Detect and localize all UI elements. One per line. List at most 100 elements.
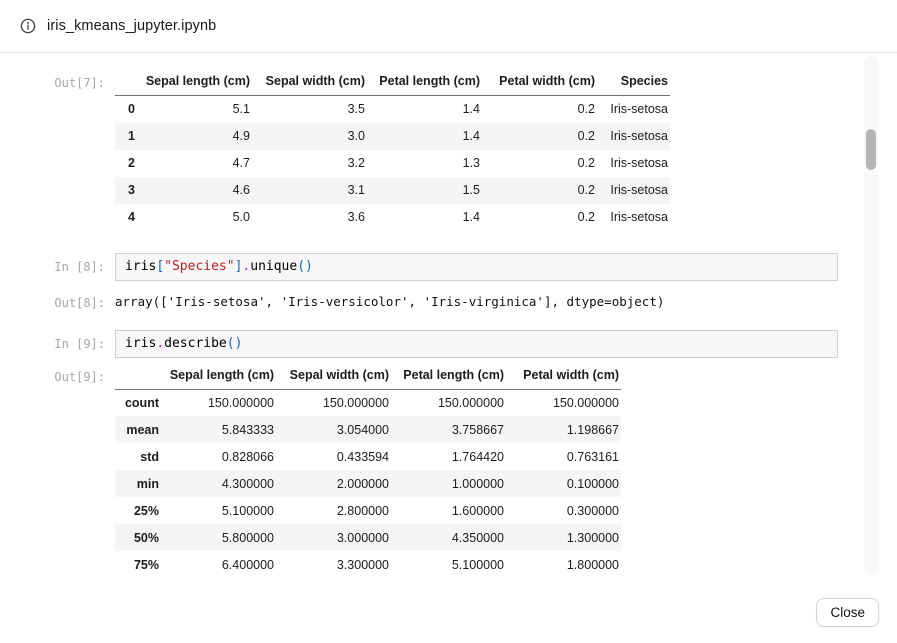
cell-value: 5.0 xyxy=(232,210,250,224)
cell-value: 0.763161 xyxy=(566,449,619,464)
input-prompt: In [8]: xyxy=(54,259,105,274)
row-index: min xyxy=(115,470,161,497)
column-header: Sepal width (cm) xyxy=(252,74,367,96)
cell-value: 2.800000 xyxy=(336,503,389,518)
iris-describe-table: Sepal length (cm) Sepal width (cm) Petal… xyxy=(115,367,621,579)
column-header: Sepal length (cm) xyxy=(137,74,252,96)
output-prompt: Out[8]: xyxy=(54,295,105,310)
row-index: 3 xyxy=(115,176,137,204)
table-row: 2 4.7 3.2 1.3 0.2 Iris-setosa xyxy=(115,150,670,177)
cell-value: 1.000000 xyxy=(391,470,506,497)
column-header: Sepal width (cm) xyxy=(276,367,391,390)
cell-value: 4.350000 xyxy=(391,524,506,551)
notebook-preview: Out[7]: Sepal length (cm) Sepal width (c… xyxy=(0,53,897,580)
cell-value: 3.000000 xyxy=(276,524,391,551)
cell-value: 3.1 xyxy=(252,176,367,204)
cell-value: 150.000000 xyxy=(437,395,504,410)
close-button[interactable]: Close xyxy=(816,598,879,627)
cell-value: 0.2 xyxy=(482,176,597,204)
cell-value: 0.2 xyxy=(577,210,595,224)
cell-value: 150.000000 xyxy=(322,395,389,410)
scrollbar-thumb[interactable] xyxy=(866,129,876,170)
cell-value: 0.2 xyxy=(577,156,595,170)
output-prompt: Out[9]: xyxy=(54,369,105,384)
column-header: Petal width (cm) xyxy=(482,74,597,96)
corner-header xyxy=(115,367,161,390)
row-index: 75% xyxy=(133,557,159,572)
code-token: unique xyxy=(250,258,298,274)
cell-value: Iris-setosa xyxy=(597,122,670,150)
column-header: Species xyxy=(597,74,670,96)
cell-value: 1.300000 xyxy=(506,524,621,551)
dialog-title: iris_kmeans_jupyter.ipynb xyxy=(47,18,217,34)
cell-value: 1.600000 xyxy=(451,503,504,518)
row-index: 1 xyxy=(115,122,137,150)
cell-value: 5.100000 xyxy=(221,503,274,518)
code-token: [ xyxy=(156,258,165,274)
corner-header xyxy=(115,74,137,96)
cell-value: 1.4 xyxy=(462,210,480,224)
cell-value: 5.843333 xyxy=(161,416,276,443)
cell-value: 150.000000 xyxy=(207,395,274,410)
cell-out7: Out[7]: Sepal length (cm) Sepal width (c… xyxy=(0,74,897,231)
output-text: array(['Iris-setosa', 'Iris-versicolor',… xyxy=(115,293,665,309)
code-token: ( xyxy=(297,258,306,274)
cell-value: 0.300000 xyxy=(566,503,619,518)
cell-value: 0.828066 xyxy=(221,449,274,464)
cell-value: 1.800000 xyxy=(566,557,619,572)
cell-value: 0.433594 xyxy=(336,449,389,464)
cell-value: 5.100000 xyxy=(451,557,504,572)
column-header: Sepal length (cm) xyxy=(161,367,276,390)
cell-in9: In [9]: iris.describe() xyxy=(0,329,897,358)
code-token: ) xyxy=(234,335,243,351)
cell-value: Iris-setosa xyxy=(610,210,668,224)
cell-value: 4.9 xyxy=(137,122,252,150)
cell-value: 0.2 xyxy=(482,122,597,150)
code-token: ( xyxy=(226,335,235,351)
row-index: 25% xyxy=(133,503,159,518)
row-index: mean xyxy=(115,416,161,443)
input-prompt: In [9]: xyxy=(54,336,105,351)
cell-value: 3.6 xyxy=(347,210,365,224)
cell-value: 3.0 xyxy=(252,122,367,150)
cell-value: 3.2 xyxy=(347,156,365,170)
scrollbar-track[interactable] xyxy=(864,56,878,574)
cell-value: 1.764420 xyxy=(451,449,504,464)
row-index: std xyxy=(140,449,159,464)
cell-value: Iris-setosa xyxy=(610,156,668,170)
cell-value: 150.000000 xyxy=(552,395,619,410)
code-token: iris xyxy=(125,335,157,351)
dialog-header: iris_kmeans_jupyter.ipynb xyxy=(0,0,897,53)
iris-head-table: Sepal length (cm) Sepal width (cm) Petal… xyxy=(115,74,670,231)
table-row: min 4.300000 2.000000 1.000000 0.100000 xyxy=(115,470,621,497)
column-header: Petal length (cm) xyxy=(391,367,506,390)
table-row: 25% 5.100000 2.800000 1.600000 0.300000 xyxy=(115,497,621,524)
row-index: count xyxy=(124,395,159,410)
column-header: Petal length (cm) xyxy=(367,74,482,96)
info-circle-icon xyxy=(20,18,36,34)
cell-value: 6.400000 xyxy=(221,557,274,572)
cell-value: 1.4 xyxy=(367,122,482,150)
cell-value: Iris-setosa xyxy=(597,176,670,204)
row-index: 2 xyxy=(128,156,135,170)
code-token: . xyxy=(242,258,251,274)
cell-value: 3.300000 xyxy=(336,557,389,572)
table-header-row: Sepal length (cm) Sepal width (cm) Petal… xyxy=(115,367,621,390)
cell-out8: Out[8]: array(['Iris-setosa', 'Iris-vers… xyxy=(0,291,897,310)
cell-value: 0.2 xyxy=(577,102,595,117)
table-row: count 150.000000 150.000000 150.000000 1… xyxy=(115,389,621,416)
cell-value: Iris-setosa xyxy=(610,102,668,117)
row-index: 50% xyxy=(115,524,161,551)
code-input: iris.describe() xyxy=(115,329,838,358)
row-index: 0 xyxy=(128,102,135,117)
cell-value: 4.300000 xyxy=(161,470,276,497)
table-row: std 0.828066 0.433594 1.764420 0.763161 xyxy=(115,443,621,470)
table-row: 3 4.6 3.1 1.5 0.2 Iris-setosa xyxy=(115,176,670,204)
output-prompt: Out[7]: xyxy=(54,76,105,90)
table-row: mean 5.843333 3.054000 3.758667 1.198667 xyxy=(115,416,621,443)
table-header-row: Sepal length (cm) Sepal width (cm) Petal… xyxy=(115,74,670,96)
table-row: 75% 6.400000 3.300000 5.100000 1.800000 xyxy=(115,551,621,578)
code-token: . xyxy=(156,335,165,351)
table-row: 4 5.0 3.6 1.4 0.2 Iris-setosa xyxy=(115,204,670,231)
